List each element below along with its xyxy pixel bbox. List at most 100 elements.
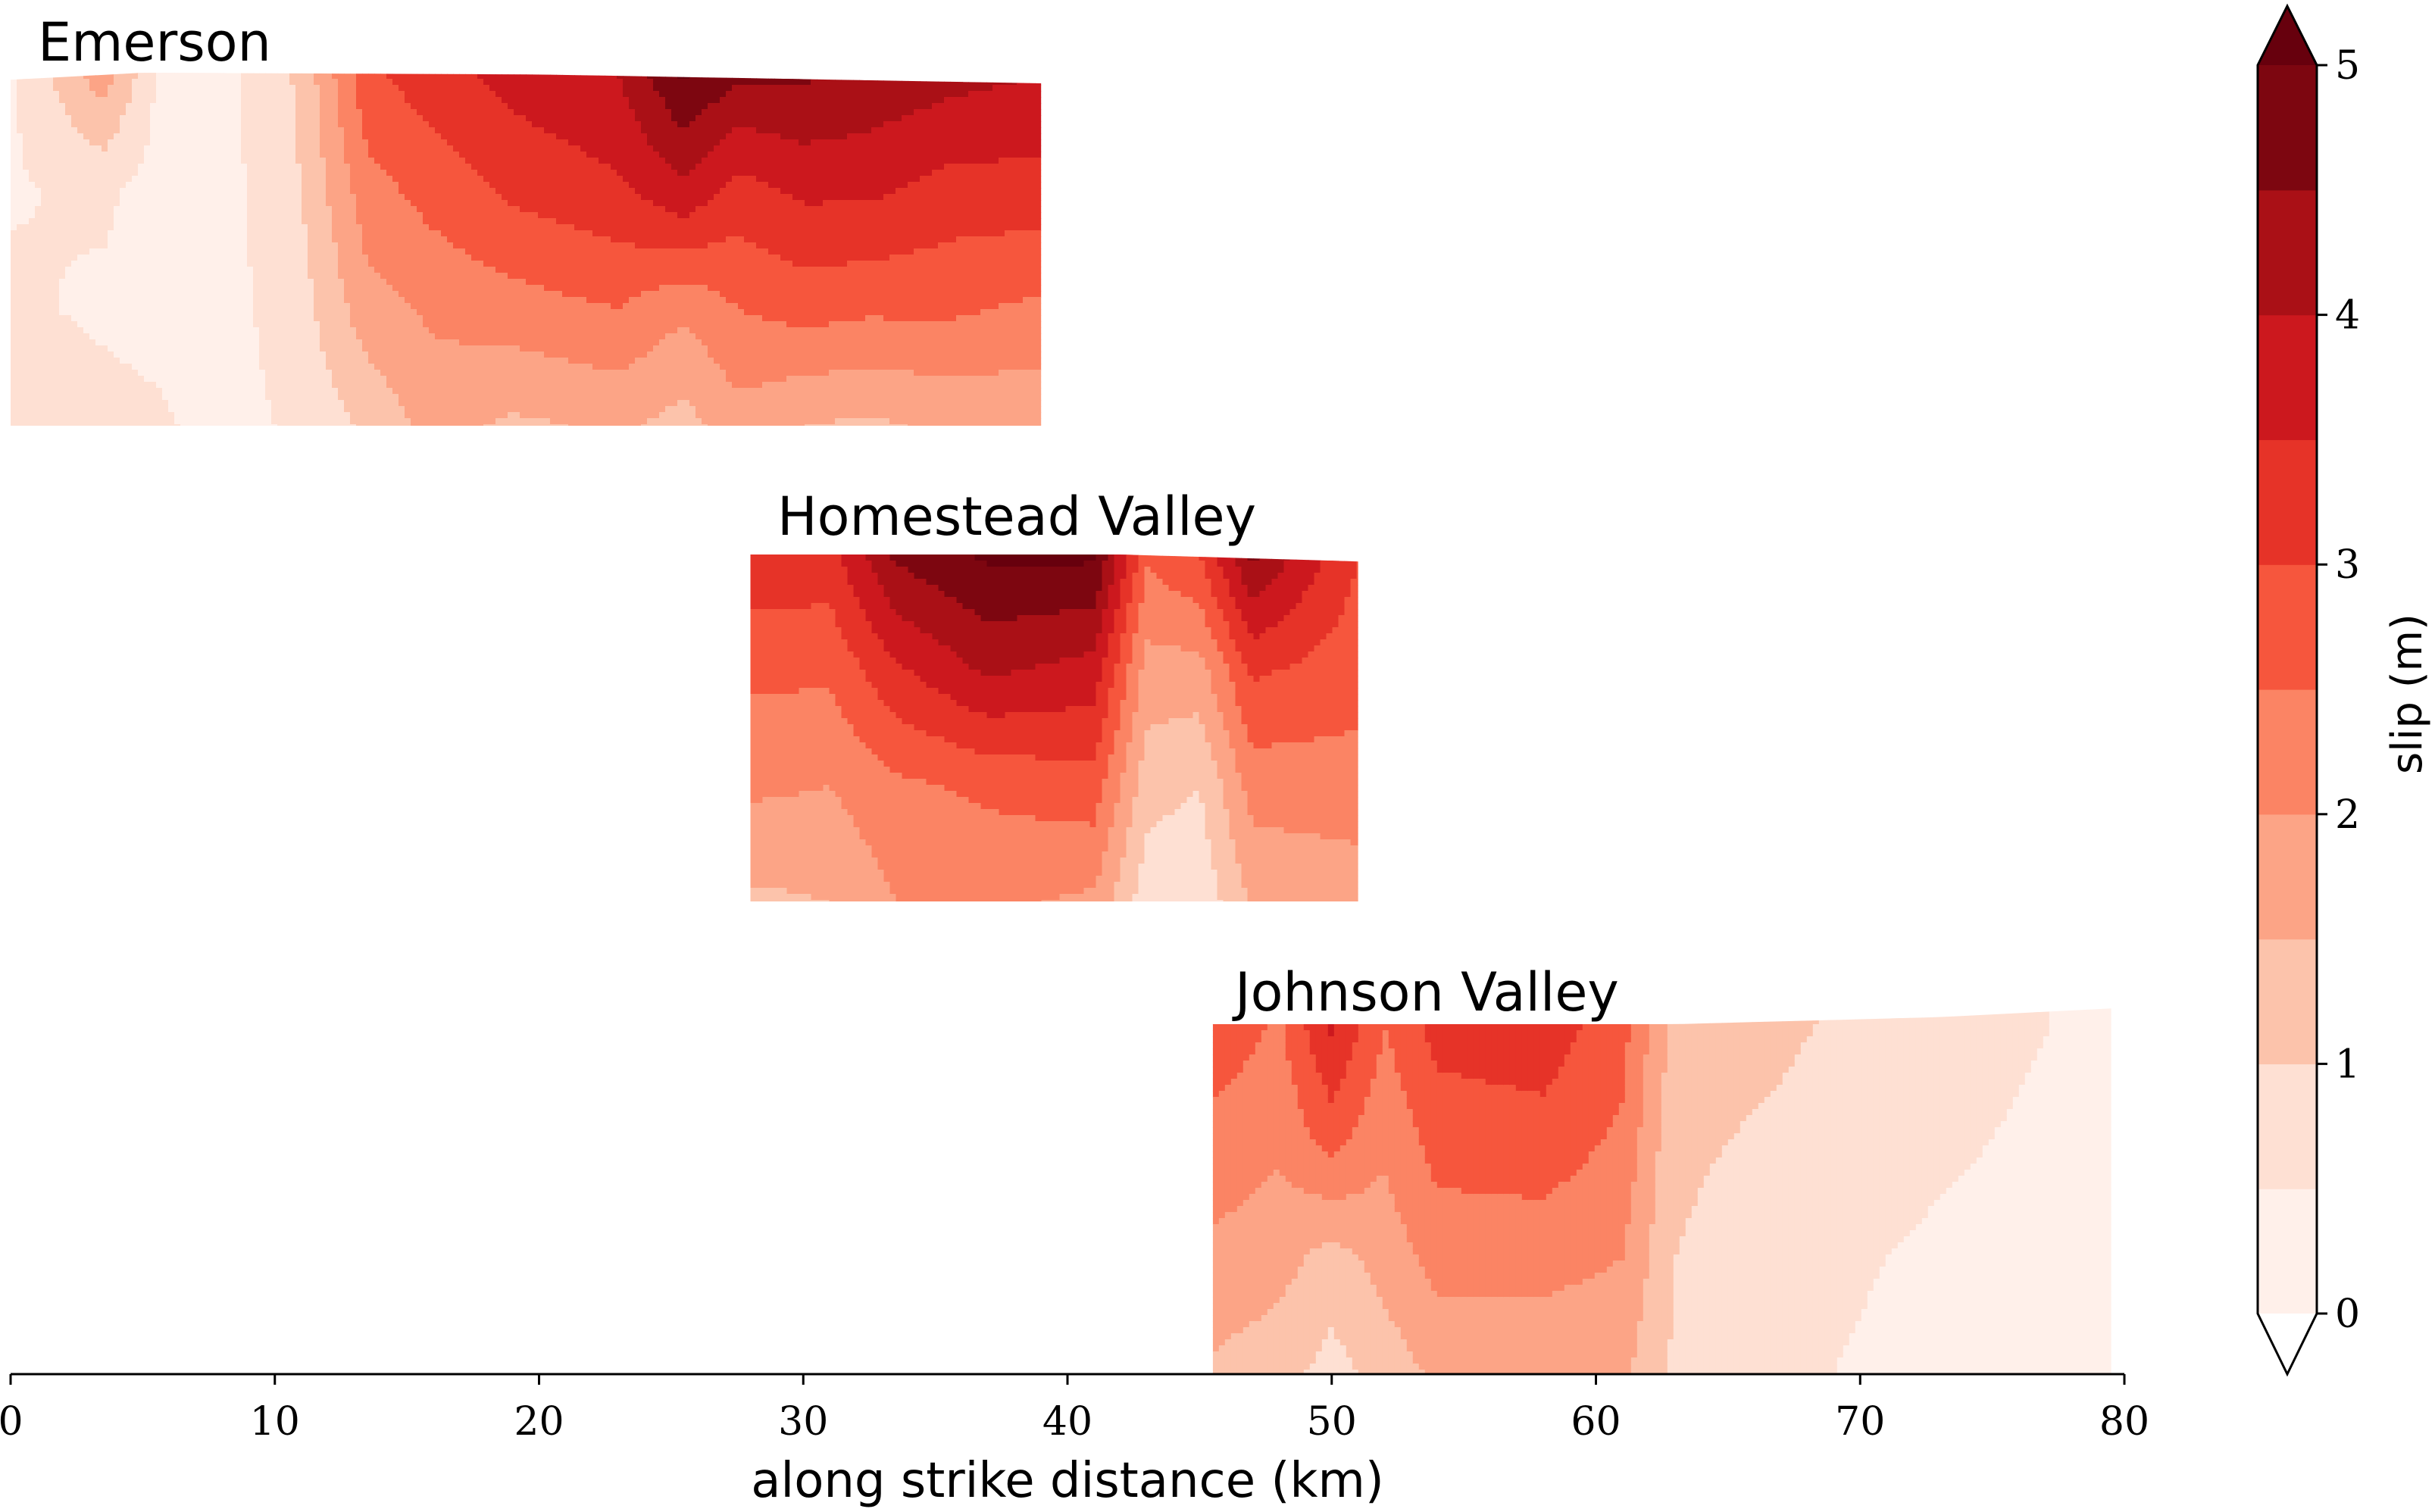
slip-cell bbox=[259, 315, 266, 322]
slip-cell bbox=[253, 248, 260, 255]
slip-cell bbox=[156, 194, 163, 201]
slip-cell bbox=[435, 133, 442, 140]
slip-cell bbox=[441, 224, 448, 231]
slip-cell bbox=[29, 297, 36, 304]
slip-cell bbox=[314, 109, 320, 116]
slip-cell bbox=[386, 267, 393, 273]
slip-cell bbox=[205, 182, 211, 189]
slip-cell bbox=[308, 145, 314, 152]
slip-cell bbox=[302, 73, 308, 80]
slip-cell bbox=[186, 188, 193, 195]
slip-cell bbox=[368, 297, 375, 304]
slip-cell bbox=[17, 291, 23, 298]
slip-cell bbox=[217, 394, 223, 401]
slip-cell bbox=[168, 285, 175, 292]
slip-cell bbox=[11, 79, 17, 86]
slip-cell bbox=[89, 273, 96, 280]
slip-cell bbox=[205, 121, 211, 128]
slip-cell bbox=[156, 255, 163, 261]
slip-cell bbox=[374, 133, 381, 140]
slip-cell bbox=[374, 103, 381, 110]
slip-cell bbox=[441, 333, 448, 340]
slip-cell bbox=[320, 218, 327, 225]
slip-cell bbox=[168, 218, 175, 225]
slip-cell bbox=[132, 382, 139, 389]
slip-cell bbox=[259, 424, 266, 426]
slip-cell bbox=[368, 279, 375, 286]
slip-cell bbox=[447, 339, 454, 346]
slip-cell bbox=[350, 103, 357, 110]
slip-cell bbox=[174, 103, 181, 110]
slip-cell bbox=[471, 91, 478, 98]
slip-cell bbox=[338, 376, 345, 383]
slip-cell bbox=[132, 345, 139, 352]
slip-cell bbox=[47, 91, 54, 98]
slip-cell bbox=[205, 400, 211, 407]
slip-cell bbox=[362, 182, 369, 189]
slip-cell bbox=[205, 267, 211, 273]
slip-cell bbox=[380, 394, 387, 401]
slip-cell bbox=[326, 394, 333, 401]
slip-cell bbox=[435, 55, 442, 61]
slip-cell bbox=[465, 267, 472, 273]
slip-cell bbox=[59, 109, 66, 116]
slip-cell bbox=[83, 333, 90, 340]
slip-cell bbox=[295, 133, 302, 140]
slip-cell bbox=[411, 73, 417, 80]
slip-cell bbox=[77, 303, 84, 310]
slip-cell bbox=[283, 224, 290, 231]
slip-cell bbox=[277, 382, 284, 389]
slip-cell bbox=[235, 127, 242, 134]
slip-cell bbox=[350, 333, 357, 340]
slip-cell bbox=[83, 152, 90, 158]
slip-cell bbox=[217, 351, 223, 358]
slip-cell bbox=[205, 285, 211, 292]
slip-cell bbox=[356, 48, 363, 55]
slip-cell bbox=[247, 236, 254, 243]
slip-cell bbox=[65, 248, 72, 255]
slip-cell bbox=[338, 121, 345, 128]
slip-cell bbox=[405, 412, 411, 419]
slip-cell bbox=[356, 406, 363, 413]
slip-cell bbox=[386, 97, 393, 104]
slip-cell bbox=[11, 382, 17, 389]
slip-cell bbox=[435, 170, 442, 177]
slip-cell bbox=[447, 315, 454, 322]
slip-cell bbox=[162, 267, 169, 273]
slip-cell bbox=[59, 85, 66, 92]
slip-cell bbox=[386, 400, 393, 407]
slip-cell bbox=[277, 400, 284, 407]
slip-cell bbox=[108, 158, 114, 164]
slip-cell bbox=[338, 279, 345, 286]
slip-cell bbox=[259, 406, 266, 413]
slip-cell bbox=[374, 358, 381, 364]
slip-cell bbox=[320, 188, 327, 195]
slip-cell bbox=[11, 230, 17, 237]
slip-cell bbox=[302, 321, 308, 328]
slip-cell bbox=[435, 164, 442, 170]
slip-cell bbox=[447, 36, 454, 43]
slip-cell bbox=[47, 424, 54, 426]
slip-cell bbox=[138, 351, 145, 358]
slip-cell bbox=[447, 333, 454, 340]
slip-cell bbox=[338, 224, 345, 231]
slip-cell bbox=[41, 418, 48, 425]
slip-cell bbox=[205, 236, 211, 243]
slip-cell bbox=[277, 42, 284, 49]
slip-cell bbox=[314, 85, 320, 92]
slip-cell bbox=[332, 382, 339, 389]
slip-cell bbox=[459, 121, 466, 128]
slip-cell bbox=[120, 152, 127, 158]
slip-cell bbox=[162, 394, 169, 401]
slip-cell bbox=[435, 139, 442, 146]
slip-cell bbox=[350, 267, 357, 273]
slip-cell bbox=[156, 345, 163, 352]
slip-cell bbox=[277, 321, 284, 328]
slip-cell bbox=[271, 139, 278, 146]
slip-cell bbox=[174, 127, 181, 134]
slip-cell bbox=[114, 382, 120, 389]
slip-cell bbox=[289, 42, 296, 49]
slip-cell bbox=[83, 285, 90, 292]
slip-cell bbox=[120, 351, 127, 358]
slip-cell bbox=[271, 291, 278, 298]
